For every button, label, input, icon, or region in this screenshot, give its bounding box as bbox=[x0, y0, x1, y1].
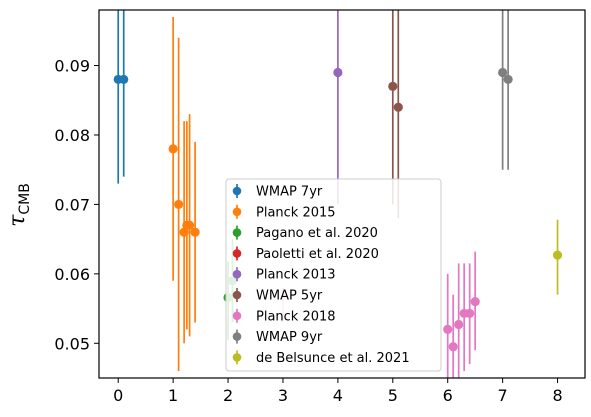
y-axis: 0.05 0.06 0.07 0.08 0.09 bbox=[54, 57, 99, 353]
x-tick-label: 0 bbox=[113, 386, 123, 405]
data-point bbox=[393, 102, 403, 112]
legend-entry: WMAP 7yr bbox=[232, 184, 323, 200]
y-tick-label: 0.07 bbox=[54, 195, 90, 214]
legend-label: Pagano et al. 2020 bbox=[256, 226, 378, 241]
x-tick-label: 8 bbox=[552, 386, 562, 405]
legend-entry: Planck 2018 bbox=[232, 308, 336, 324]
data-point bbox=[448, 342, 458, 352]
y-axis-label-subscript: CMB bbox=[17, 183, 33, 214]
data-point bbox=[503, 74, 513, 85]
legend-label: Planck 2018 bbox=[256, 309, 336, 324]
y-tick-label: 0.09 bbox=[54, 57, 90, 76]
y-tick-label: 0.05 bbox=[54, 334, 90, 353]
data-point bbox=[470, 297, 480, 307]
x-tick-label: 3 bbox=[278, 386, 288, 405]
x-tick-label: 6 bbox=[443, 386, 453, 405]
legend-label: WMAP 9yr bbox=[256, 330, 323, 345]
legend-entry: Planck 2013 bbox=[232, 267, 336, 283]
legend-label: WMAP 7yr bbox=[256, 185, 323, 200]
legend-label: WMAP 5yr bbox=[256, 289, 323, 304]
legend-entries: WMAP 7yr Planck 2015 Pagano et al. 2020 Pao… bbox=[232, 184, 410, 366]
data-point bbox=[119, 74, 129, 85]
legend-entry: WMAP 5yr bbox=[232, 288, 323, 304]
x-tick-label: 2 bbox=[223, 386, 233, 405]
legend-marker bbox=[232, 249, 242, 258]
y-tick-label: 0.06 bbox=[54, 265, 90, 284]
x-axis: 0 1 2 3 4 5 6 7 8 bbox=[113, 378, 563, 405]
data-point bbox=[552, 250, 563, 260]
legend-marker bbox=[232, 207, 242, 217]
x-tick-label: 4 bbox=[333, 386, 343, 405]
legend-entry: de Belsunce et al. 2021 bbox=[232, 350, 410, 366]
legend-marker bbox=[232, 332, 242, 341]
data-point bbox=[454, 319, 464, 330]
legend-entry: Paoletti et al. 2020 bbox=[232, 246, 379, 262]
legend-label: Planck 2013 bbox=[256, 268, 336, 283]
data-point bbox=[388, 81, 398, 91]
data-point bbox=[443, 324, 453, 334]
legend-marker bbox=[232, 186, 242, 196]
legend-label: de Belsunce et al. 2021 bbox=[256, 351, 410, 366]
legend-marker bbox=[232, 353, 242, 362]
x-tick-label: 7 bbox=[498, 386, 508, 405]
legend-marker bbox=[232, 228, 242, 237]
legend-entry: WMAP 9yr bbox=[232, 329, 323, 345]
legend-frame bbox=[225, 178, 442, 372]
legend-entry: Planck 2015 bbox=[232, 204, 336, 220]
legend: WMAP 7yr Planck 2015 Pagano et al. 2020 Pao… bbox=[225, 178, 442, 372]
plot-frame bbox=[98, 9, 586, 379]
data-point bbox=[179, 227, 189, 237]
y-tick-label: 0.08 bbox=[54, 126, 90, 145]
data-point bbox=[185, 220, 195, 230]
legend-label: Planck 2015 bbox=[256, 205, 336, 220]
legend-entry: Pagano et al. 2020 bbox=[232, 225, 378, 241]
data-point bbox=[190, 227, 200, 237]
x-tick-label: 1 bbox=[168, 386, 178, 405]
y-axis-label-symbol: τ bbox=[5, 214, 30, 227]
data-point bbox=[168, 144, 178, 154]
data-point bbox=[465, 308, 475, 319]
data-point bbox=[174, 199, 184, 210]
data-point bbox=[498, 67, 508, 78]
data-point bbox=[333, 67, 343, 78]
legend-marker bbox=[232, 311, 242, 321]
legend-label: Paoletti et al. 2020 bbox=[256, 247, 379, 262]
legend-marker bbox=[232, 290, 242, 300]
x-tick-label: 5 bbox=[388, 386, 398, 405]
legend-marker bbox=[232, 269, 242, 279]
y-axis-label: τCMB bbox=[5, 183, 33, 227]
